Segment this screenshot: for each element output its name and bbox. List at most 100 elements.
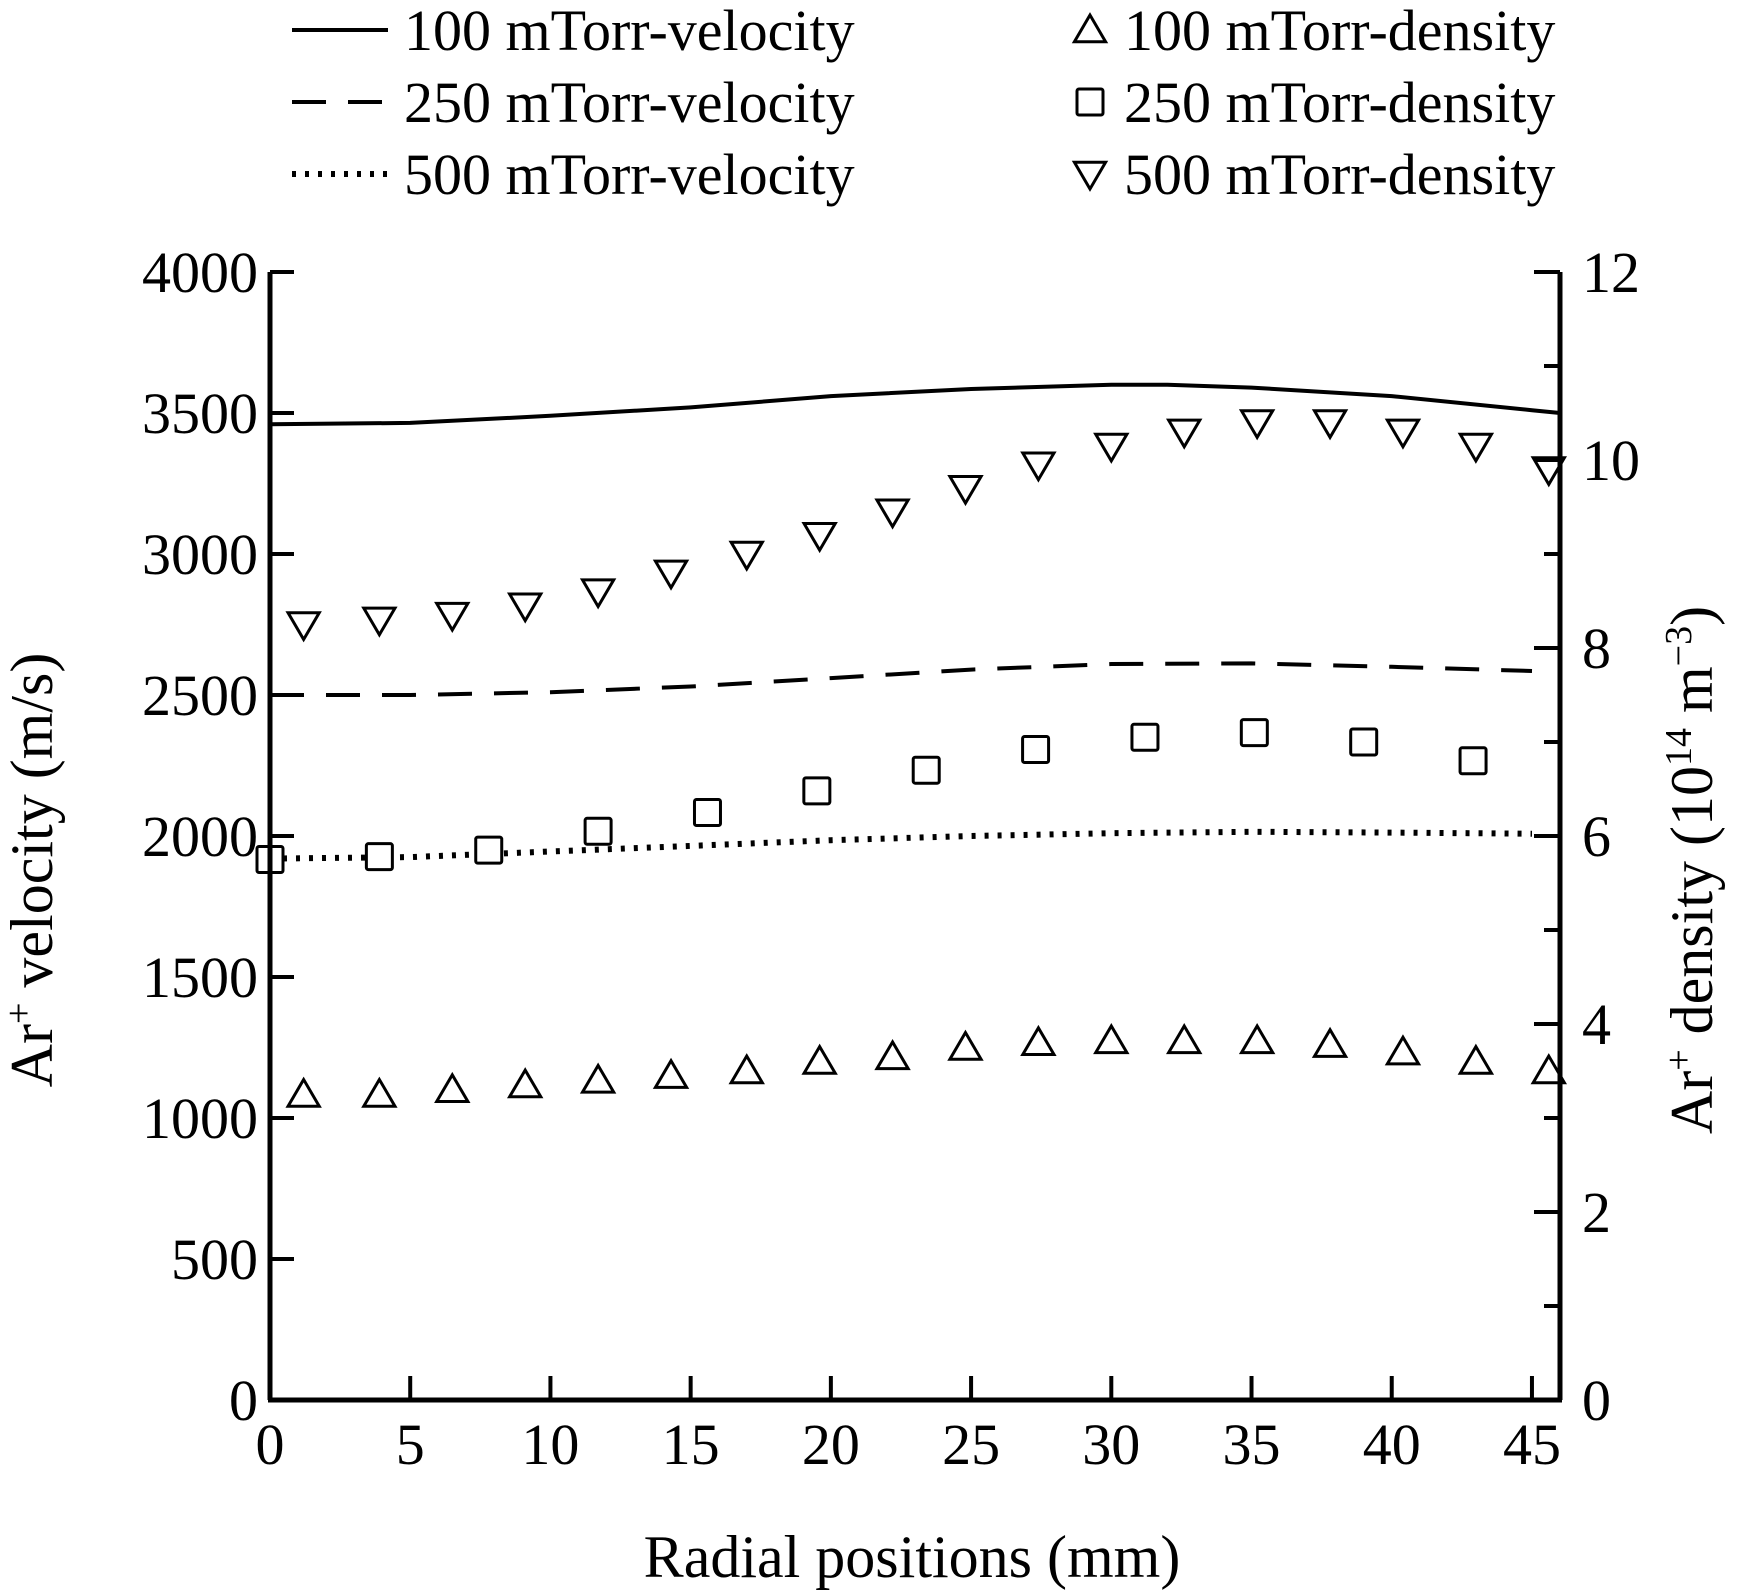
left-y-tick-label: 3500 xyxy=(142,381,258,446)
right-y-tick-label: 0 xyxy=(1582,1368,1611,1433)
data-point-250-mtorr-density xyxy=(1458,746,1488,776)
series-line-100-mtorr-velocity xyxy=(269,382,1561,427)
left-y-axis-title-sup: + xyxy=(0,1003,40,1024)
data-point-100-mtorr-density xyxy=(1020,1024,1057,1056)
data-point-500-mtorr-density xyxy=(1020,451,1057,483)
series-line-500-mtorr-velocity xyxy=(269,828,1533,862)
data-point-250-mtorr-density xyxy=(1349,727,1379,757)
left-y-tick-label: 2500 xyxy=(142,663,258,728)
legend-label-100-mtorr-density: 100 mTorr-density xyxy=(1124,0,1555,63)
data-point-500-mtorr-density xyxy=(285,611,322,643)
left-y-axis-title: Ar+ velocity (m/s) xyxy=(0,653,65,1088)
x-tick-label: 45 xyxy=(1503,1412,1561,1477)
x-tick-label: 5 xyxy=(396,1412,425,1477)
data-point-250-mtorr-density xyxy=(364,842,394,872)
right-y-axis-title-sup: + xyxy=(1658,1049,1700,1070)
left-y-tick-label: 500 xyxy=(171,1227,258,1292)
data-point-100-mtorr-density xyxy=(801,1043,838,1075)
data-point-500-mtorr-density xyxy=(652,559,690,591)
data-point-100-mtorr-density xyxy=(1384,1034,1422,1066)
data-point-100-mtorr-density xyxy=(1166,1023,1203,1055)
left-y-tick-label: 3000 xyxy=(142,522,258,587)
data-point-100-mtorr-density xyxy=(579,1062,617,1094)
x-tick-label: 10 xyxy=(521,1412,579,1477)
data-point-100-mtorr-density xyxy=(728,1053,765,1085)
right-y-tick-label: 6 xyxy=(1582,804,1611,869)
left-y-tick-label: 2000 xyxy=(142,804,258,869)
right-y-axis-title-main: Ar xyxy=(1659,1071,1725,1134)
data-point-250-mtorr-density xyxy=(802,776,832,806)
right-y-axis-title-sup2: 14 xyxy=(1658,728,1700,766)
legend-label-250-mtorr-density: 250 mTorr-density xyxy=(1124,70,1555,135)
series-layer xyxy=(269,382,1561,862)
legend-label-250-mtorr-velocity: 250 mTorr-velocity xyxy=(404,70,855,135)
data-point-100-mtorr-density xyxy=(652,1057,690,1089)
right-y-axis-title: Ar+ density (1014 m−3) xyxy=(1658,606,1725,1134)
left-y-axis-title-rest: velocity (m/s) xyxy=(0,653,65,1003)
marker-layer xyxy=(255,409,1567,1108)
data-point-500-mtorr-density xyxy=(1311,409,1349,441)
data-point-100-mtorr-density xyxy=(506,1067,544,1099)
right-y-tick-label: 8 xyxy=(1582,616,1611,681)
x-tick-label: 30 xyxy=(1082,1412,1140,1477)
data-point-500-mtorr-density xyxy=(361,606,398,638)
left-y-tick-label: 1500 xyxy=(142,945,258,1010)
legend-swatch-500-mtorr-density xyxy=(1071,160,1109,192)
data-point-250-mtorr-density xyxy=(583,816,613,846)
data-point-500-mtorr-density xyxy=(1384,418,1422,450)
data-point-100-mtorr-density xyxy=(1311,1026,1349,1058)
data-point-500-mtorr-density xyxy=(947,475,984,507)
data-point-100-mtorr-density xyxy=(361,1076,398,1108)
data-point-500-mtorr-density xyxy=(579,578,617,610)
data-point-500-mtorr-density xyxy=(801,522,838,554)
x-tick-label: 25 xyxy=(942,1412,1000,1477)
data-point-100-mtorr-density xyxy=(1093,1023,1130,1055)
right-y-axis-title-mid2: m xyxy=(1659,666,1725,728)
right-y-tick-label: 4 xyxy=(1582,992,1611,1057)
data-point-100-mtorr-density xyxy=(1530,1053,1567,1085)
data-point-250-mtorr-density xyxy=(692,798,722,827)
x-tick-label: 15 xyxy=(662,1412,720,1477)
right-y-axis-title-mid: density (10 xyxy=(1659,766,1725,1049)
data-point-250-mtorr-density xyxy=(1130,722,1160,752)
data-point-500-mtorr-density xyxy=(434,601,471,634)
data-point-500-mtorr-density xyxy=(1530,456,1567,488)
right-y-axis-title-sup3: −3 xyxy=(1658,626,1700,666)
series-line-250-mtorr-velocity xyxy=(270,661,1533,697)
legend-swatch-100-mtorr-density xyxy=(1071,12,1109,44)
data-point-100-mtorr-density xyxy=(1238,1023,1276,1055)
data-point-500-mtorr-density xyxy=(506,592,544,624)
axes: 0 5 10 15 20 25 30 35 40 450500100015002000250030… xyxy=(142,240,1640,1477)
left-y-axis-title-main: Ar xyxy=(0,1024,65,1087)
right-y-tick-label: 10 xyxy=(1582,428,1640,493)
left-y-tick-label: 0 xyxy=(229,1368,258,1433)
data-point-500-mtorr-density xyxy=(1457,432,1495,464)
data-point-500-mtorr-density xyxy=(1093,432,1130,464)
left-y-tick-label: 4000 xyxy=(142,240,258,305)
data-point-500-mtorr-density xyxy=(728,540,765,572)
legend: 100 mTorr-velocity 250 mTorr-velocity 500 … xyxy=(292,0,1555,207)
legend-swatch-250-mtorr-density xyxy=(1075,87,1105,117)
data-point-500-mtorr-density xyxy=(1166,418,1203,450)
right-y-axis-title-end: ) xyxy=(1659,606,1725,626)
data-point-250-mtorr-density xyxy=(911,755,941,785)
left-y-tick-label: 1000 xyxy=(142,1086,258,1151)
legend-label-500-mtorr-velocity: 500 mTorr-velocity xyxy=(404,142,855,207)
data-point-500-mtorr-density xyxy=(1238,409,1276,441)
data-point-100-mtorr-density xyxy=(1457,1043,1495,1075)
x-tick-label: 20 xyxy=(802,1412,860,1477)
data-point-100-mtorr-density xyxy=(874,1038,911,1071)
data-point-100-mtorr-density xyxy=(285,1076,322,1108)
data-point-100-mtorr-density xyxy=(947,1029,984,1061)
legend-label-100-mtorr-velocity: 100 mTorr-velocity xyxy=(404,0,855,63)
data-point-100-mtorr-density xyxy=(434,1071,471,1103)
legend-label-500-mtorr-density: 500 mTorr-density xyxy=(1124,142,1555,207)
data-point-500-mtorr-density xyxy=(874,498,911,530)
data-point-250-mtorr-density xyxy=(474,835,504,865)
right-y-tick-label: 12 xyxy=(1582,240,1640,305)
right-y-tick-label: 2 xyxy=(1582,1180,1611,1245)
data-point-250-mtorr-density xyxy=(1239,718,1269,748)
x-tick-label: 0 xyxy=(256,1412,285,1477)
x-tick-label: 40 xyxy=(1363,1412,1421,1477)
